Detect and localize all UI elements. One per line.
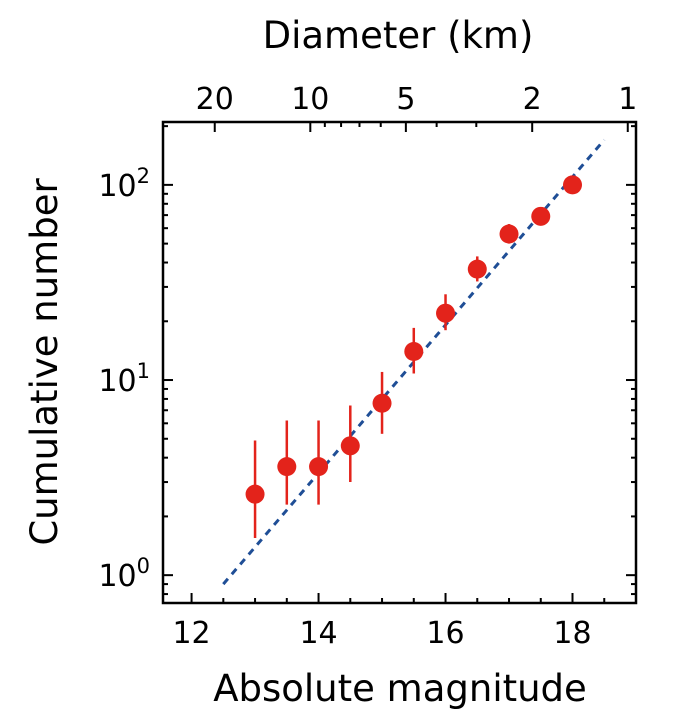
- data-point: [499, 224, 519, 244]
- data-point: [340, 436, 360, 456]
- top-tick-label: 10: [291, 82, 329, 117]
- y-tick-base: 10: [98, 364, 136, 399]
- y-tick-label: 100: [98, 554, 150, 594]
- data-point: [372, 393, 392, 413]
- data-points-layer: [245, 175, 583, 539]
- y-tick-base: 10: [98, 559, 136, 594]
- top-tick-label: 1: [618, 82, 637, 117]
- data-point: [277, 457, 297, 477]
- top-axis-label: Diameter (km): [263, 14, 534, 57]
- x-tick-label: 12: [172, 616, 210, 651]
- data-point: [309, 457, 329, 477]
- data-point: [404, 342, 424, 362]
- x-tick-label: 16: [426, 616, 464, 651]
- data-point: [563, 175, 583, 195]
- y-tick-exponent: 0: [137, 554, 150, 578]
- x-tick-label: 18: [553, 616, 591, 651]
- y-tick-label: 102: [98, 164, 150, 204]
- y-tick-label: 101: [98, 359, 150, 399]
- data-point: [436, 303, 456, 323]
- y-tick-base: 10: [98, 169, 136, 204]
- top-tick-label: 20: [196, 82, 234, 117]
- data-point: [467, 259, 487, 279]
- top-tick-label: 2: [523, 82, 542, 117]
- y-tick-exponent: 2: [137, 164, 150, 188]
- y-tick-exponent: 1: [137, 359, 150, 383]
- data-point: [245, 484, 265, 504]
- data-point: [531, 206, 551, 226]
- y-axis-label: Cumulative number: [23, 178, 66, 546]
- tick-marks: [163, 122, 637, 603]
- plot-frame: [161, 120, 638, 605]
- top-tick-label: 5: [396, 82, 415, 117]
- x-tick-label: 14: [299, 616, 337, 651]
- x-axis-label: Absolute magnitude: [213, 667, 587, 710]
